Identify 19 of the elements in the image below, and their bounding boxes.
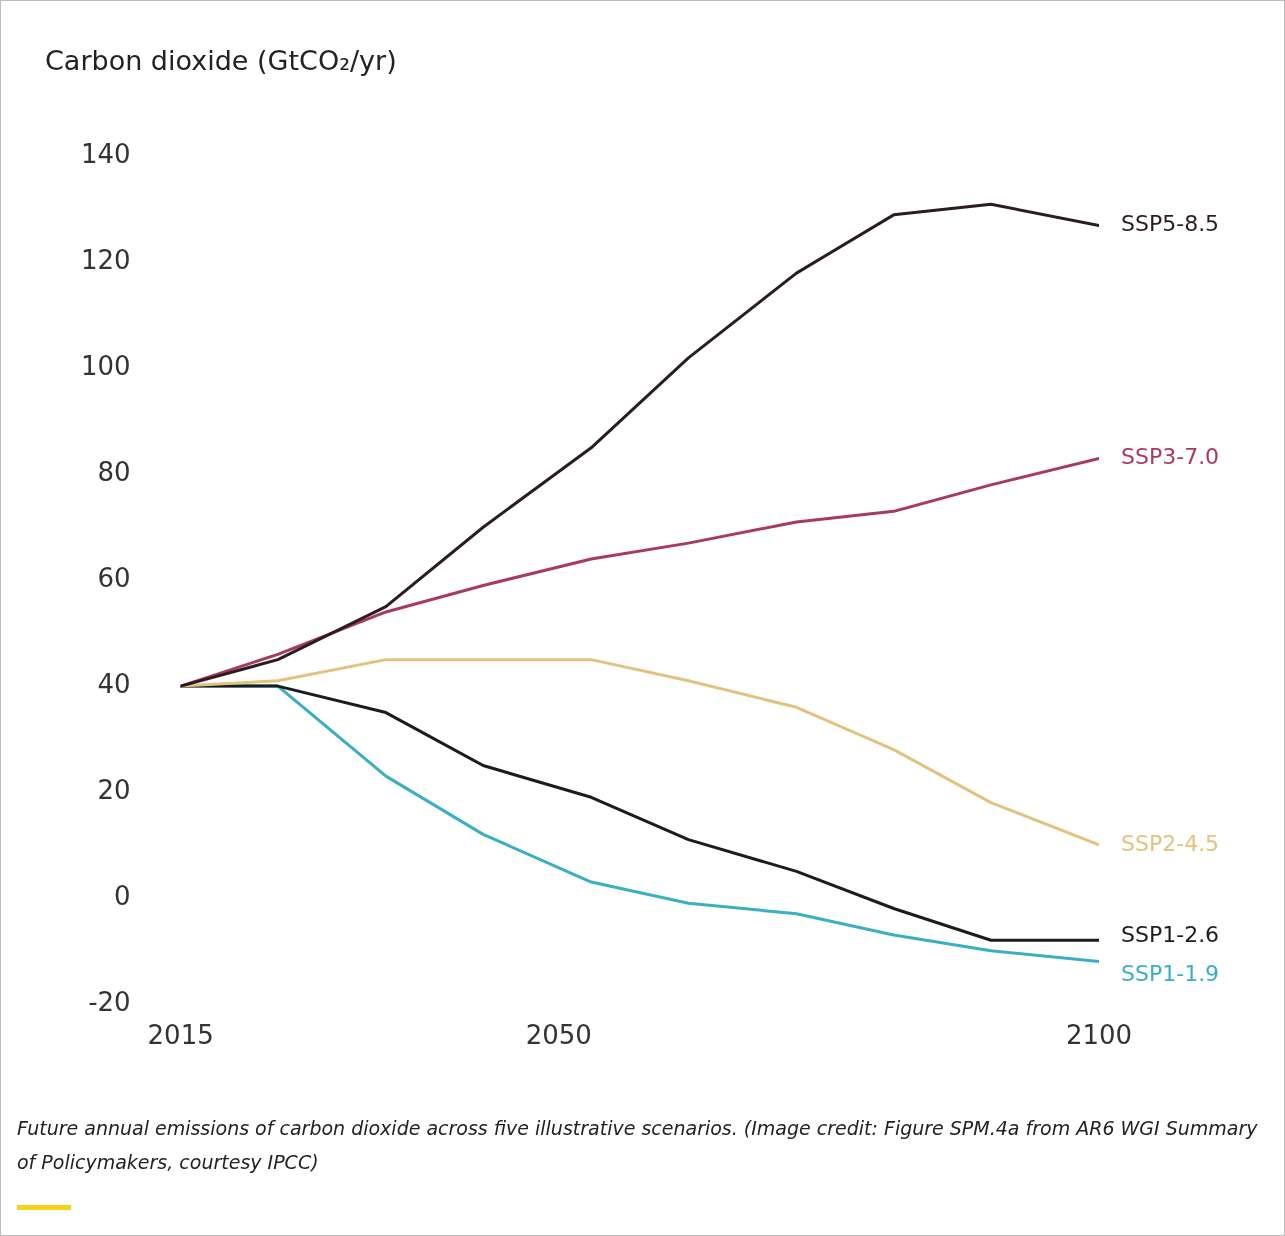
- y-tick-label: 20: [97, 774, 131, 805]
- y-tick-label: -20: [88, 986, 131, 1017]
- y-tick-label: 100: [80, 351, 131, 382]
- y-tick-label: 140: [80, 139, 131, 170]
- x-tick-label: 2100: [1065, 1020, 1133, 1051]
- series-label: SSP3-7.0: [1121, 444, 1220, 470]
- y-tick-label: 120: [80, 245, 131, 276]
- y-tick-label: 60: [97, 562, 131, 593]
- y-tick-label: 40: [97, 668, 131, 699]
- y-tick-label: 0: [114, 880, 131, 911]
- x-tick-label: 2050: [525, 1020, 592, 1051]
- series-label: SSP2-4.5: [1121, 830, 1220, 856]
- text: Future annual emissions of carbon dioxide across five illustrative scenarios. (Image credit: Figure SPM.4a from AR6 WGI Summary of Policymakers, courtesy IPCC): [17, 1116, 1259, 1175]
- series-label: SSP1-1.9: [1121, 961, 1220, 987]
- x-tick-label: 2015: [147, 1020, 214, 1051]
- series-label: SSP5-8.5: [1121, 211, 1220, 237]
- y-axis-title: Carbon dioxide (GtCO₂/yr): [45, 45, 397, 76]
- series-label: SSP1-2.6: [1121, 921, 1220, 947]
- y-tick-label: 80: [97, 457, 131, 488]
